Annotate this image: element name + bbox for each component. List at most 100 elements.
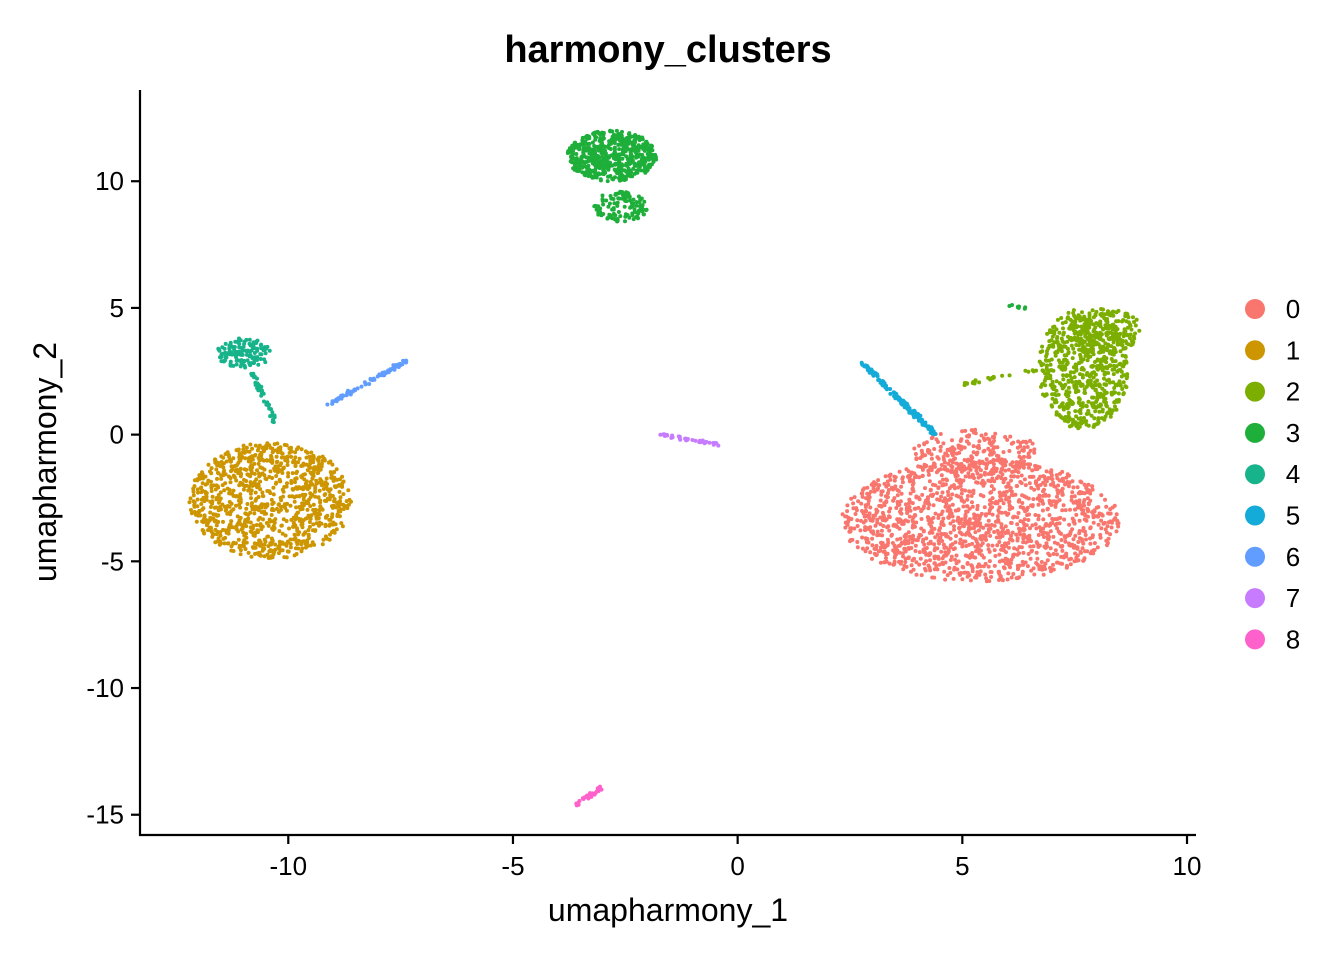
point-cluster-0 xyxy=(981,494,986,499)
point-cluster-1 xyxy=(250,465,255,470)
point-cluster-0 xyxy=(1037,567,1042,572)
point-cluster-2 xyxy=(1080,338,1085,343)
point-cluster-1 xyxy=(211,512,216,517)
point-cluster-0 xyxy=(965,509,970,514)
point-cluster-0 xyxy=(933,511,938,516)
point-cluster-1 xyxy=(312,542,317,547)
point-cluster-3 xyxy=(606,174,611,179)
point-cluster-0 xyxy=(1017,454,1022,459)
point-cluster-0 xyxy=(1076,540,1081,544)
point-cluster-0 xyxy=(1055,488,1060,493)
point-cluster-3 xyxy=(647,165,652,170)
point-cluster-1 xyxy=(340,481,345,486)
point-cluster-2 xyxy=(1104,331,1109,336)
point-cluster-1 xyxy=(189,508,193,512)
point-cluster-3 xyxy=(624,136,629,141)
point-cluster-3 xyxy=(644,207,649,212)
point-cluster-0 xyxy=(862,528,867,532)
point-cluster-3 xyxy=(590,161,595,166)
point-cluster-1 xyxy=(297,456,302,461)
point-cluster-7 xyxy=(711,442,716,447)
point-cluster-1 xyxy=(269,455,274,460)
point-cluster-4 xyxy=(272,413,277,418)
point-cluster-1 xyxy=(278,479,283,484)
point-cluster-2 xyxy=(1122,359,1127,364)
point-cluster-0 xyxy=(939,531,944,536)
point-cluster-1 xyxy=(308,516,313,521)
x-tick-label: -10 xyxy=(270,851,308,881)
point-cluster-2 xyxy=(1088,343,1092,348)
point-cluster-1 xyxy=(219,476,224,481)
point-cluster-2 xyxy=(1104,365,1109,370)
point-cluster-5 xyxy=(930,431,935,436)
point-cluster-1 xyxy=(301,497,306,502)
point-cluster-1 xyxy=(187,500,192,505)
point-cluster-7 xyxy=(693,438,698,443)
point-cluster-3 xyxy=(634,200,639,205)
point-cluster-2 xyxy=(977,380,982,385)
point-cluster-1 xyxy=(297,485,302,490)
point-cluster-2 xyxy=(1048,373,1053,378)
point-cluster-2 xyxy=(1116,308,1121,313)
point-cluster-0 xyxy=(1033,479,1038,484)
point-cluster-2 xyxy=(1091,375,1096,380)
point-cluster-1 xyxy=(317,488,322,493)
point-cluster-0 xyxy=(1026,465,1031,470)
point-cluster-0 xyxy=(872,483,877,488)
point-cluster-0 xyxy=(864,509,869,514)
point-cluster-2 xyxy=(1091,370,1096,375)
point-cluster-2 xyxy=(1070,356,1075,361)
point-cluster-0 xyxy=(1090,535,1095,540)
point-cluster-3 xyxy=(597,155,602,160)
point-cluster-0 xyxy=(973,465,978,469)
point-cluster-0 xyxy=(932,567,937,572)
point-cluster-0 xyxy=(874,543,879,548)
point-cluster-3 xyxy=(601,202,606,207)
point-cluster-0 xyxy=(899,507,904,512)
point-cluster-1 xyxy=(320,483,325,488)
point-cluster-0 xyxy=(925,497,930,501)
point-cluster-0 xyxy=(936,556,941,561)
point-cluster-1 xyxy=(276,450,280,455)
point-cluster-1 xyxy=(204,494,209,499)
point-cluster-0 xyxy=(936,467,941,472)
point-cluster-2 xyxy=(1076,416,1081,421)
point-cluster-3 xyxy=(627,132,631,137)
point-cluster-4 xyxy=(233,339,238,344)
point-cluster-1 xyxy=(299,522,304,527)
point-cluster-3 xyxy=(631,148,636,153)
point-cluster-0 xyxy=(1068,507,1072,512)
point-cluster-1 xyxy=(263,476,268,481)
point-cluster-1 xyxy=(245,519,250,524)
point-cluster-0 xyxy=(879,528,884,533)
point-cluster-0 xyxy=(914,520,919,525)
point-cluster-2 xyxy=(1117,381,1122,386)
point-cluster-0 xyxy=(989,523,994,527)
point-cluster-3 xyxy=(618,170,623,175)
point-cluster-1 xyxy=(203,482,208,487)
point-cluster-2 xyxy=(1093,409,1098,414)
point-cluster-0 xyxy=(1045,531,1049,536)
point-cluster-2 xyxy=(1074,363,1079,368)
point-cluster-0 xyxy=(992,563,997,568)
point-cluster-4 xyxy=(223,358,228,363)
point-cluster-0 xyxy=(939,549,944,554)
point-cluster-2 xyxy=(1131,315,1135,320)
point-cluster-0 xyxy=(969,494,974,498)
point-cluster-0 xyxy=(1011,493,1016,498)
point-cluster-0 xyxy=(946,489,950,494)
point-cluster-0 xyxy=(1019,545,1024,550)
point-cluster-1 xyxy=(238,544,243,549)
point-cluster-1 xyxy=(285,481,289,486)
point-cluster-0 xyxy=(989,575,994,579)
point-cluster-0 xyxy=(915,538,920,543)
point-cluster-0 xyxy=(987,511,992,516)
legend-item-4: 4 xyxy=(1245,459,1300,489)
point-cluster-0 xyxy=(1059,544,1064,549)
point-cluster-1 xyxy=(331,470,336,475)
point-cluster-0 xyxy=(975,546,980,551)
point-cluster-0 xyxy=(1063,508,1068,513)
point-cluster-1 xyxy=(296,510,300,515)
point-cluster-2 xyxy=(1034,368,1039,373)
point-cluster-1 xyxy=(226,528,231,533)
